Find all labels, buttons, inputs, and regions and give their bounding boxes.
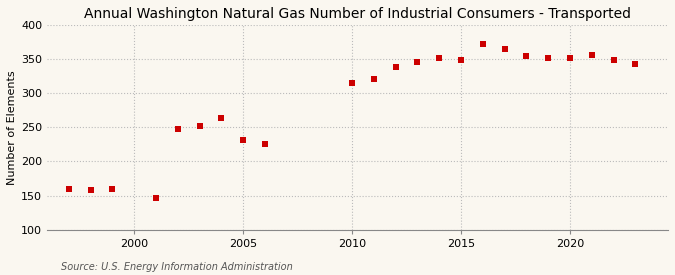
Point [434, 56, 445, 60]
Point [63, 187, 74, 191]
Point [260, 142, 271, 146]
Point [477, 42, 488, 46]
Point [194, 124, 205, 128]
Point [630, 62, 641, 66]
Point [543, 56, 554, 60]
Point [238, 138, 248, 142]
Point [456, 58, 466, 63]
Point [521, 54, 532, 59]
Text: Source: U.S. Energy Information Administration: Source: U.S. Energy Information Administ… [61, 262, 292, 272]
Point [85, 188, 96, 192]
Point [390, 65, 401, 69]
Point [151, 196, 161, 200]
Point [107, 187, 118, 191]
Point [412, 60, 423, 64]
Point [608, 57, 619, 62]
Point [587, 53, 597, 57]
Point [369, 77, 379, 81]
Title: Annual Washington Natural Gas Number of Industrial Consumers - Transported: Annual Washington Natural Gas Number of … [84, 7, 631, 21]
Point [347, 81, 358, 85]
Point [172, 127, 183, 131]
Point [564, 56, 575, 60]
Y-axis label: Number of Elements: Number of Elements [7, 70, 17, 185]
Point [500, 46, 510, 51]
Point [216, 116, 227, 120]
